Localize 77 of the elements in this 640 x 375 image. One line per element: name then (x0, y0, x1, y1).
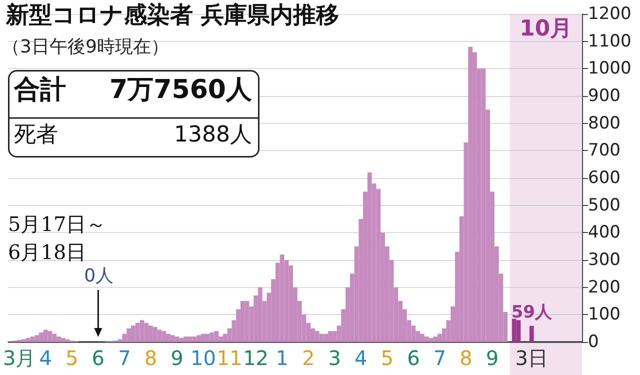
bar (324, 334, 328, 342)
text: （3日午後9時現在） (2, 36, 169, 58)
annotation: 10月 (520, 16, 572, 42)
bar (424, 336, 429, 342)
bar (512, 318, 516, 342)
bar (240, 301, 245, 342)
y-tick-label: 100 (588, 304, 620, 325)
x-tick-label: 9 (486, 346, 499, 370)
x-tick-label: 7 (118, 346, 131, 370)
bar (244, 301, 250, 342)
x-tick-label: 2 (302, 346, 315, 370)
bar (140, 320, 144, 342)
bar (48, 331, 52, 342)
x-tick-label: 1 (276, 346, 288, 370)
y-tick-label: 700 (588, 140, 620, 161)
x-tick-label: 7 (433, 346, 446, 370)
bar (258, 287, 262, 342)
bar (210, 332, 214, 342)
y-tick-label: 200 (588, 277, 620, 298)
bar (420, 334, 424, 342)
y-tick-label: 1000 (588, 58, 632, 79)
bar (157, 330, 162, 342)
y-tick-label: 500 (588, 195, 620, 216)
bar (516, 320, 521, 342)
bar (196, 335, 202, 342)
bar (188, 336, 192, 342)
bar (179, 338, 184, 342)
bar (170, 335, 175, 342)
x-tick-label: 8 (144, 346, 158, 370)
bar (52, 334, 57, 342)
bar (135, 322, 140, 342)
y-tick-label: 800 (588, 113, 620, 134)
y-tick-label: 0 (588, 332, 599, 352)
y-tick-label: 600 (588, 168, 620, 188)
bar (192, 336, 197, 342)
bar (529, 326, 534, 342)
text: 合計 7万7560人 (14, 75, 252, 105)
bar (30, 336, 35, 342)
annotation: 5月17日～ 6月18日 0人 (8, 212, 114, 286)
y-tick-label: 1100 (588, 31, 632, 52)
x-tick-label: 11 (216, 346, 242, 370)
bar (367, 172, 372, 342)
bar (60, 338, 66, 342)
bar (214, 331, 219, 342)
y-tick-label: 1200 (588, 4, 632, 24)
bar (162, 331, 166, 342)
bar (481, 68, 486, 342)
x-tick-label: 6 (407, 346, 420, 370)
chart-title: 新型コロナ感染者 兵庫県内推移 (5, 2, 340, 28)
x-tick-label: 3月 (2, 346, 36, 370)
bar (468, 46, 473, 342)
y-tick-label: 300 (588, 250, 620, 270)
y-tick-label: 400 (588, 222, 620, 243)
bar (428, 338, 434, 342)
x-tick-label: 5 (380, 346, 394, 370)
bar (144, 322, 149, 342)
text: 死者 1388人 (14, 122, 252, 148)
x-tick-label: 3 (328, 346, 341, 370)
data-label: 59人 (511, 302, 553, 322)
bar (314, 331, 320, 342)
x-tick-label: 4 (354, 346, 368, 370)
x-tick-label: 8 (460, 346, 472, 370)
x-tick-label: 3日 (515, 346, 548, 370)
bar (174, 336, 180, 342)
y-tick-label: 900 (588, 86, 620, 106)
bar (43, 330, 48, 342)
bar (34, 335, 40, 342)
bar (205, 334, 210, 342)
bar (280, 254, 284, 342)
x-tick-label: 9 (170, 346, 184, 370)
bar (152, 326, 158, 342)
x-tick-label: 5 (66, 346, 78, 370)
x-tick-label: 10 (190, 346, 216, 370)
x-tick-label: 12 (243, 346, 269, 370)
bar (26, 338, 30, 342)
x-tick-label: 4 (39, 346, 52, 370)
x-tick-label: 6 (92, 346, 105, 370)
